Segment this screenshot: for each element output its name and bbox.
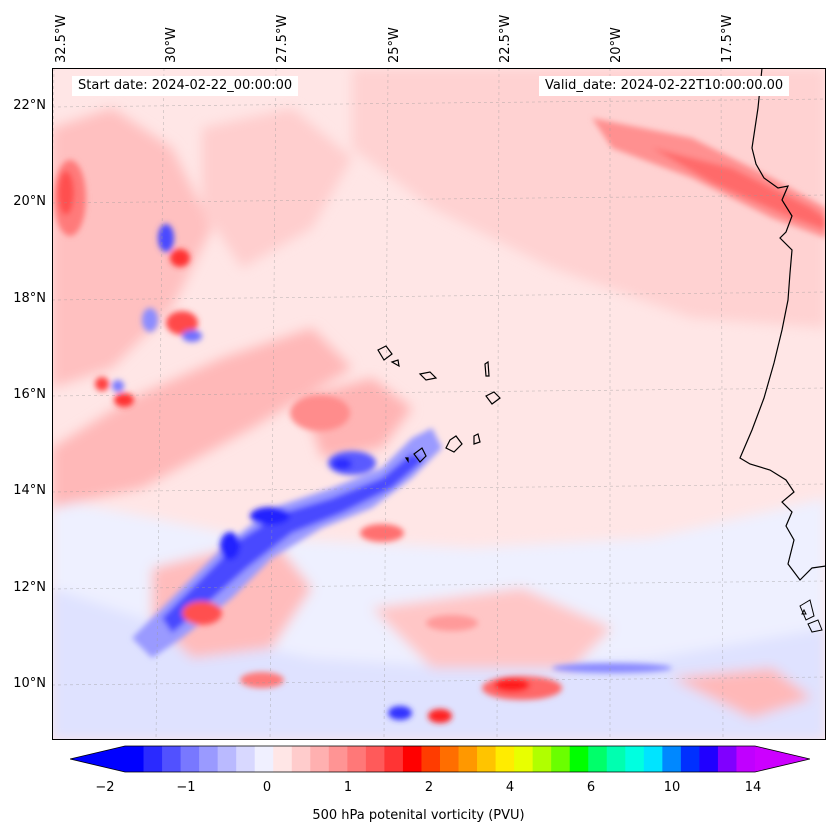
graticule (52, 68, 826, 740)
colorbar-cell (384, 746, 404, 772)
lat-label-10n: 10°N (13, 676, 46, 691)
colorbar-cell (365, 746, 385, 772)
lat-label-16n: 16°N (13, 387, 46, 402)
colorbar-extend-high (755, 746, 810, 772)
lon-label-32-5w: 32.5°W (54, 14, 69, 63)
colorbar-cells (125, 746, 756, 772)
colorbar-cell (347, 746, 367, 772)
lon-label-25w: 25°W (387, 27, 402, 63)
colorbar-tick: −1 (176, 780, 196, 795)
cape-verde-islands (377, 345, 501, 463)
lon-label-30w: 30°W (164, 27, 179, 63)
colorbar-cell (625, 746, 645, 772)
colorbar-tick: 6 (586, 780, 596, 795)
colorbar-cell (606, 746, 626, 772)
colorbar (70, 745, 810, 773)
colorbar-title: 500 hPa potenital vorticity (PVU) (312, 808, 525, 823)
colorbar-cell (569, 746, 589, 772)
lat-label-14n: 14°N (13, 483, 46, 498)
colorbar-tick: 4 (505, 780, 515, 795)
lon-label-20w: 20°W (609, 27, 624, 63)
colorbar-tick: −2 (95, 780, 115, 795)
colorbar-cell (717, 746, 737, 772)
colorbar-cell (643, 746, 663, 772)
africa-coastline (739, 68, 826, 581)
colorbar-cell (551, 746, 571, 772)
colorbar-cell (125, 746, 145, 772)
colorbar-cell (662, 746, 682, 772)
colorbar-tick: 0 (262, 780, 272, 795)
colorbar-cell (699, 746, 719, 772)
colorbar-cell (495, 746, 515, 772)
lat-label-18n: 18°N (13, 291, 46, 306)
colorbar-cell (680, 746, 700, 772)
lon-label-22-5w: 22.5°W (498, 14, 513, 63)
colorbar-cell (328, 746, 348, 772)
lat-label-20n: 20°N (13, 194, 46, 209)
colorbar-cell (514, 746, 534, 772)
pv-map (52, 68, 826, 740)
colorbar-cell (402, 746, 422, 772)
colorbar-cell (291, 746, 311, 772)
colorbar-cell (180, 746, 200, 772)
start-date-label: Start date: 2024-02-22_00:00:00 (72, 76, 299, 96)
colorbar-cell (458, 746, 478, 772)
colorbar-cell (532, 746, 552, 772)
colorbar-cell (143, 746, 163, 772)
colorbar-cell (273, 746, 293, 772)
colorbar-cell (440, 746, 460, 772)
lat-label-22n: 22°N (13, 98, 46, 113)
coastal-islands (799, 599, 823, 633)
colorbar-cell (199, 746, 219, 772)
colorbar-cell (421, 746, 441, 772)
pv-fine-features (54, 118, 826, 723)
colorbar-tick: 2 (424, 780, 434, 795)
colorbar-cell (254, 746, 274, 772)
lat-label-12n: 12°N (13, 580, 46, 595)
colorbar-tick: 14 (744, 780, 762, 795)
lon-label-27-5w: 27.5°W (275, 14, 290, 63)
colorbar-extend-low (70, 746, 125, 772)
colorbar-tick: 1 (343, 780, 353, 795)
colorbar-cell (477, 746, 497, 772)
colorbar-cell (736, 746, 756, 772)
lon-label-17-5w: 17.5°W (720, 14, 735, 63)
colorbar-cell (236, 746, 256, 772)
colorbar-tick: 10 (663, 780, 681, 795)
colorbar-cell (588, 746, 608, 772)
colorbar-cell (217, 746, 237, 772)
colorbar-cell (310, 746, 330, 772)
valid-date-label: Valid_date: 2024-02-22T10:00:00.00 (539, 76, 790, 96)
colorbar-cell (162, 746, 182, 772)
